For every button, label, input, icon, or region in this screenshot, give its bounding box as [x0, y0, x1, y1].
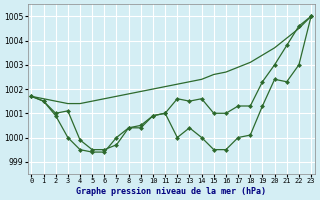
X-axis label: Graphe pression niveau de la mer (hPa): Graphe pression niveau de la mer (hPa)	[76, 187, 266, 196]
